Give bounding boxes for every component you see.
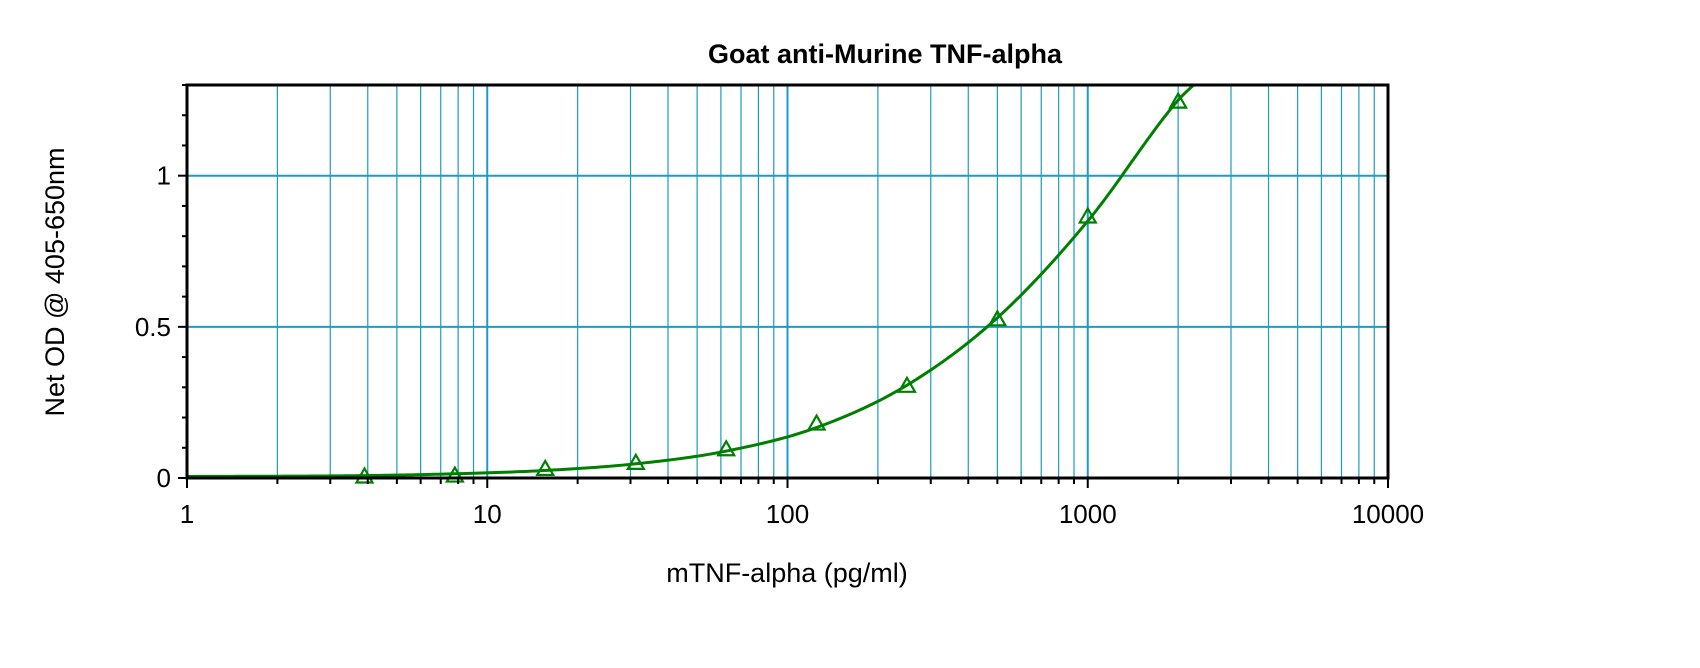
data-point-triangle xyxy=(806,413,827,431)
data-point-triangle xyxy=(1168,91,1189,109)
x-tick-label: 1000 xyxy=(1059,499,1117,529)
grid xyxy=(187,85,1388,478)
fit-curve-group xyxy=(186,83,1195,478)
y-tick-label: 0 xyxy=(157,463,171,493)
axes: 0 0.5 1 1 10 100 1000 10000 xyxy=(135,84,1424,529)
chart-title: Goat anti-Murine TNF-alpha xyxy=(708,39,1063,69)
data-point-triangle xyxy=(354,466,375,484)
data-point-triangle xyxy=(625,452,646,470)
x-tick-label: 10 xyxy=(473,499,502,529)
x-tick-label: 1 xyxy=(180,499,194,529)
data-point-triangle xyxy=(987,309,1008,327)
data-point-triangle xyxy=(716,439,737,457)
fit-curve-line xyxy=(186,83,1195,478)
data-point-triangle xyxy=(444,465,465,483)
y-tick-label: 1 xyxy=(157,161,171,191)
x-axis-label: mTNF-alpha (pg/ml) xyxy=(666,558,908,588)
data-point-triangle xyxy=(1077,206,1098,224)
data-points xyxy=(354,91,1189,484)
x-tick-label: 10000 xyxy=(1352,499,1424,529)
x-tick-label: 100 xyxy=(766,499,809,529)
y-axis-label: Net OD @ 405-650nm xyxy=(40,147,70,416)
y-tick-label: 0.5 xyxy=(135,312,171,342)
data-point-triangle xyxy=(535,458,556,477)
data-point-triangle xyxy=(897,375,917,393)
